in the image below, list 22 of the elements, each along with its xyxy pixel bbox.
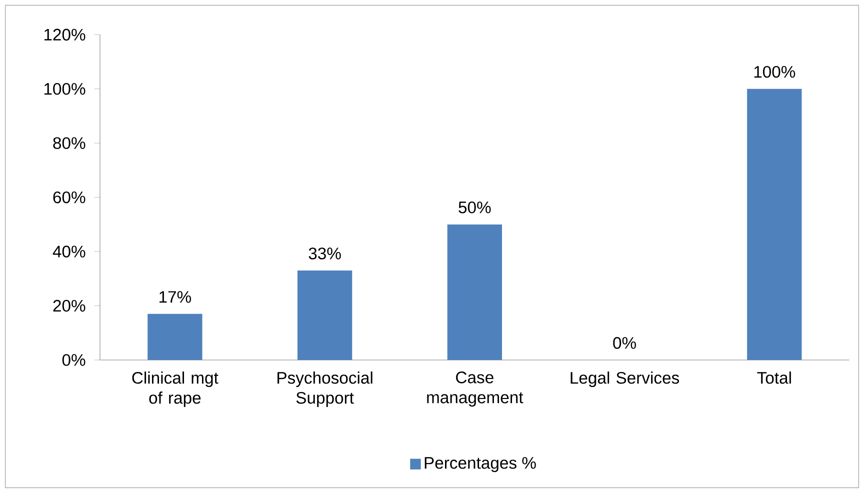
y-tick-label: 40% bbox=[52, 246, 86, 258]
x-tick-label: Total bbox=[757, 372, 791, 384]
bar bbox=[148, 314, 202, 360]
x-tick-label: Legal Services bbox=[570, 372, 680, 388]
x-tick-label: Psychosocial Support bbox=[278, 372, 372, 408]
y-tick-label: 60% bbox=[53, 191, 86, 204]
y-tick-label: 120% bbox=[44, 28, 86, 41]
data-label: 100% bbox=[754, 66, 796, 78]
bar bbox=[447, 224, 502, 360]
data-label: 0% bbox=[613, 337, 636, 349]
y-tick-label: 0% bbox=[62, 354, 86, 366]
bar bbox=[297, 270, 352, 360]
bar bbox=[747, 88, 802, 360]
x-tick-label: Clinical mgt of rape bbox=[132, 372, 218, 408]
y-tick-label: 100% bbox=[44, 83, 86, 95]
y-tick-label: 20% bbox=[53, 300, 86, 312]
legend-label: Percentages % bbox=[424, 457, 536, 472]
data-label: 33% bbox=[308, 248, 341, 260]
data-label: 17% bbox=[160, 291, 192, 303]
data-label: 50% bbox=[458, 202, 491, 214]
y-tick-label: 80% bbox=[53, 137, 86, 150]
x-tick-label: Case management bbox=[427, 372, 524, 407]
